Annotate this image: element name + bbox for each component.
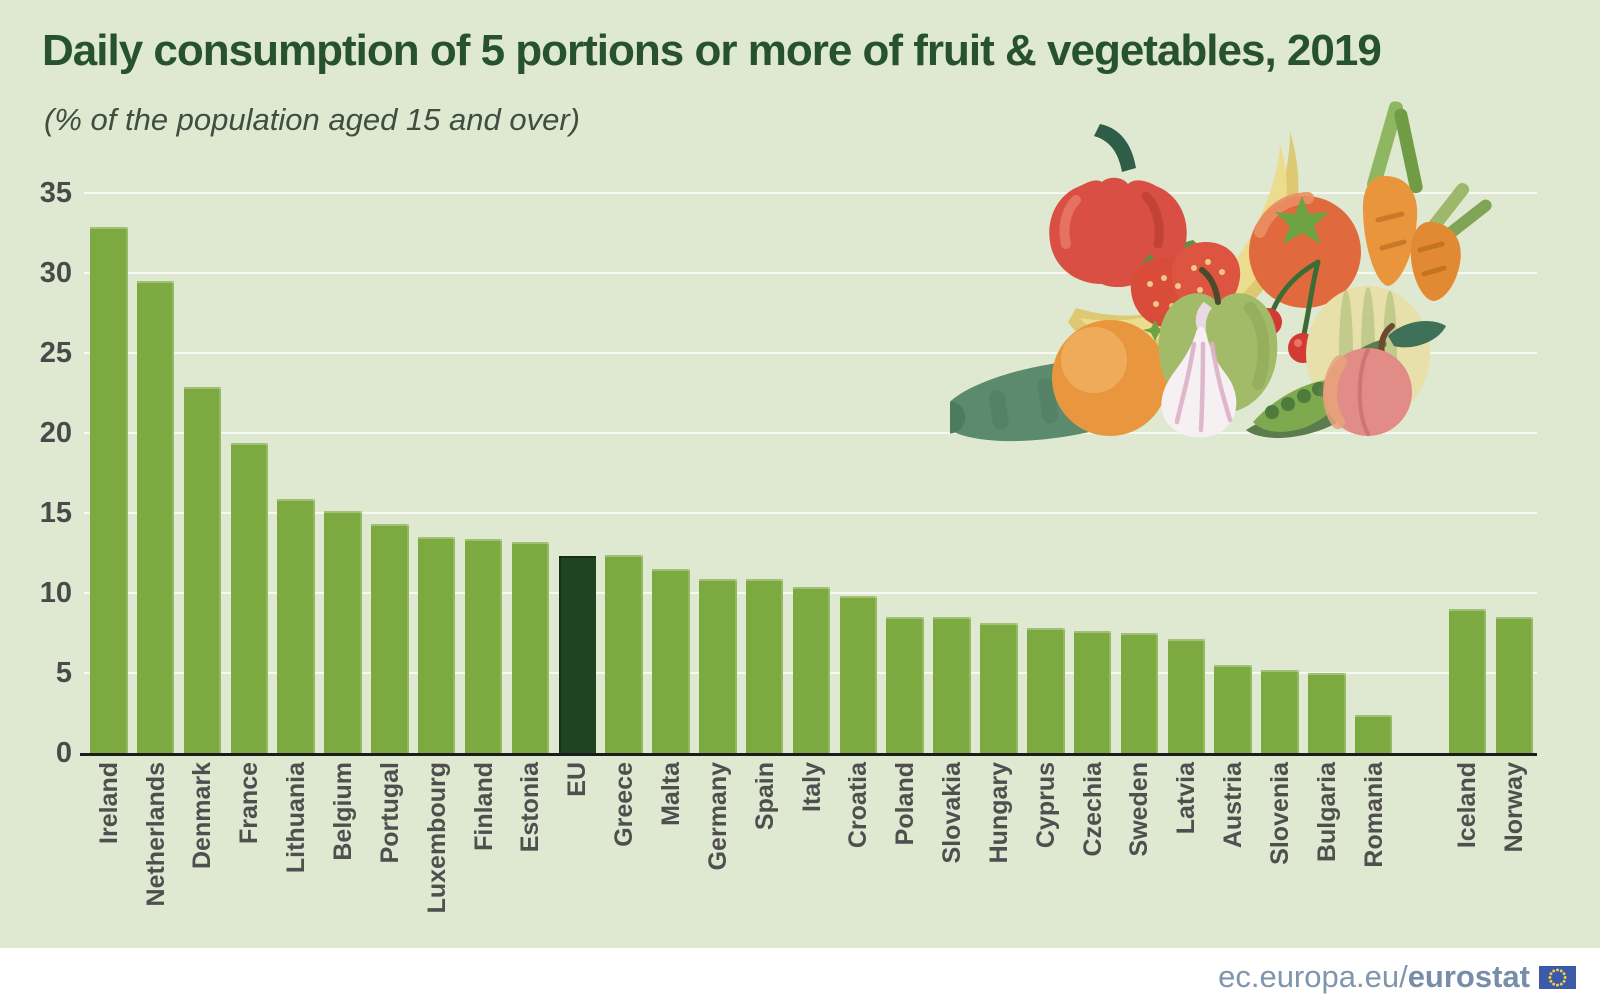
bar-latvia <box>1167 639 1206 753</box>
x-axis-label-sweden: Sweden <box>1125 762 1154 857</box>
garlic-icon <box>1161 302 1237 438</box>
orange-icon <box>1052 320 1168 436</box>
eu-flag-stars <box>1548 967 1567 987</box>
bar-bulgaria <box>1308 673 1346 753</box>
bar-netherlands <box>136 281 175 753</box>
fruit-vegetables-illustration <box>950 101 1492 442</box>
x-axis-label-iceland: Iceland <box>1453 762 1482 849</box>
gridline-15 <box>84 512 1537 514</box>
bar-italy <box>792 586 831 753</box>
x-axis-label-romania: Romania <box>1359 762 1388 868</box>
x-axis-label-belgium: Belgium <box>329 762 357 861</box>
gridline-20 <box>84 432 1537 434</box>
bar-denmark <box>183 386 222 753</box>
eurostat-link[interactable]: ec.europa.eu/eurostat <box>1218 959 1530 995</box>
bar-croatia <box>839 596 878 753</box>
tomato-calyx <box>1275 196 1329 244</box>
bar-ireland <box>90 226 128 753</box>
x-axis-label-bulgaria: Bulgaria <box>1312 762 1341 863</box>
x-axis-label-cyprus: Cyprus <box>1031 762 1060 849</box>
x-axis-label-norway: Norway <box>1500 762 1529 853</box>
page-title: Daily consumption of 5 portions or more … <box>42 26 1382 75</box>
y-axis-tick-20: 20 <box>39 417 72 449</box>
bar-czechia <box>1073 631 1112 753</box>
x-axis-label-greece: Greece <box>610 762 639 847</box>
bar-austria <box>1214 665 1252 753</box>
gridline-30 <box>84 272 1537 274</box>
x-axis-label-slovakia: Slovakia <box>938 762 967 864</box>
x-axis-label-austria: Austria <box>1219 762 1248 849</box>
y-axis-tick-35: 35 <box>39 177 72 209</box>
bar-malta <box>652 569 690 753</box>
bar-spain <box>745 578 784 753</box>
bar-finland <box>464 538 503 753</box>
bar-estonia <box>511 541 550 753</box>
footer-url-bold: eurostat <box>1407 959 1530 994</box>
x-axis-label-latvia: Latvia <box>1172 762 1201 835</box>
x-axis-label-eu: EU <box>563 762 592 797</box>
bar-portugal <box>371 524 409 753</box>
eu-flag-icon <box>1539 965 1576 989</box>
bar-lithuania <box>277 498 315 753</box>
bar-luxembourg <box>417 537 456 753</box>
y-axis-tick-5: 5 <box>55 657 72 689</box>
y-axis-tick-10: 10 <box>39 577 72 609</box>
bar-norway <box>1495 617 1533 753</box>
x-axis-label-spain: Spain <box>750 762 779 831</box>
x-axis-label-hungary: Hungary <box>984 762 1013 864</box>
bar-cyprus <box>1027 628 1065 753</box>
x-axis-label-lithuania: Lithuania <box>282 762 311 874</box>
tomato-icon <box>1249 192 1361 308</box>
x-axis-label-denmark: Denmark <box>188 762 217 869</box>
x-axis-label-poland: Poland <box>891 762 920 846</box>
bar-belgium <box>324 511 362 753</box>
gridline-35 <box>84 192 1537 194</box>
x-axis-label-estonia: Estonia <box>516 762 545 853</box>
bar-hungary <box>980 623 1018 753</box>
x-axis-label-netherlands: Netherlands <box>141 762 170 907</box>
bar-sweden <box>1120 633 1159 753</box>
bar-slovenia <box>1261 669 1299 753</box>
bar-greece <box>605 554 643 753</box>
bar-poland <box>886 617 924 753</box>
orange-sparkle <box>1143 320 1167 341</box>
bar-iceland <box>1448 609 1487 753</box>
y-axis-tick-0: 0 <box>55 737 72 769</box>
x-axis-label-czechia: Czechia <box>1078 762 1107 857</box>
bar-romania <box>1354 714 1393 753</box>
y-axis-tick-30: 30 <box>39 257 72 289</box>
x-axis-label-luxembourg: Luxembourg <box>422 762 451 914</box>
footer-bar: ec.europa.eu/eurostat <box>0 948 1600 1006</box>
bar-eu <box>558 556 596 753</box>
x-axis-label-ireland: Ireland <box>94 762 123 844</box>
bar-chart-plot-area <box>80 192 1537 756</box>
peach-icon <box>1322 320 1446 436</box>
y-axis-tick-25: 25 <box>39 337 72 369</box>
x-axis-label-portugal: Portugal <box>375 762 404 864</box>
x-axis-label-malta: Malta <box>656 762 685 826</box>
gridline-25 <box>84 352 1537 354</box>
carrots-icon <box>1362 101 1492 301</box>
y-axis-tick-15: 15 <box>39 497 72 529</box>
bar-france <box>230 442 269 753</box>
x-axis-label-germany: Germany <box>703 762 732 871</box>
x-axis-label-slovenia: Slovenia <box>1266 762 1294 865</box>
x-axis-label-france: France <box>235 762 264 844</box>
x-axis-label-croatia: Croatia <box>844 762 873 849</box>
x-axis-label-finland: Finland <box>469 762 498 851</box>
page-subtitle: (% of the population aged 15 and over) <box>44 102 580 137</box>
footer-url-regular: ec.europa.eu/ <box>1218 959 1408 994</box>
x-axis-label-italy: Italy <box>797 762 826 813</box>
bar-slovakia <box>933 617 971 753</box>
bar-germany <box>699 578 737 753</box>
